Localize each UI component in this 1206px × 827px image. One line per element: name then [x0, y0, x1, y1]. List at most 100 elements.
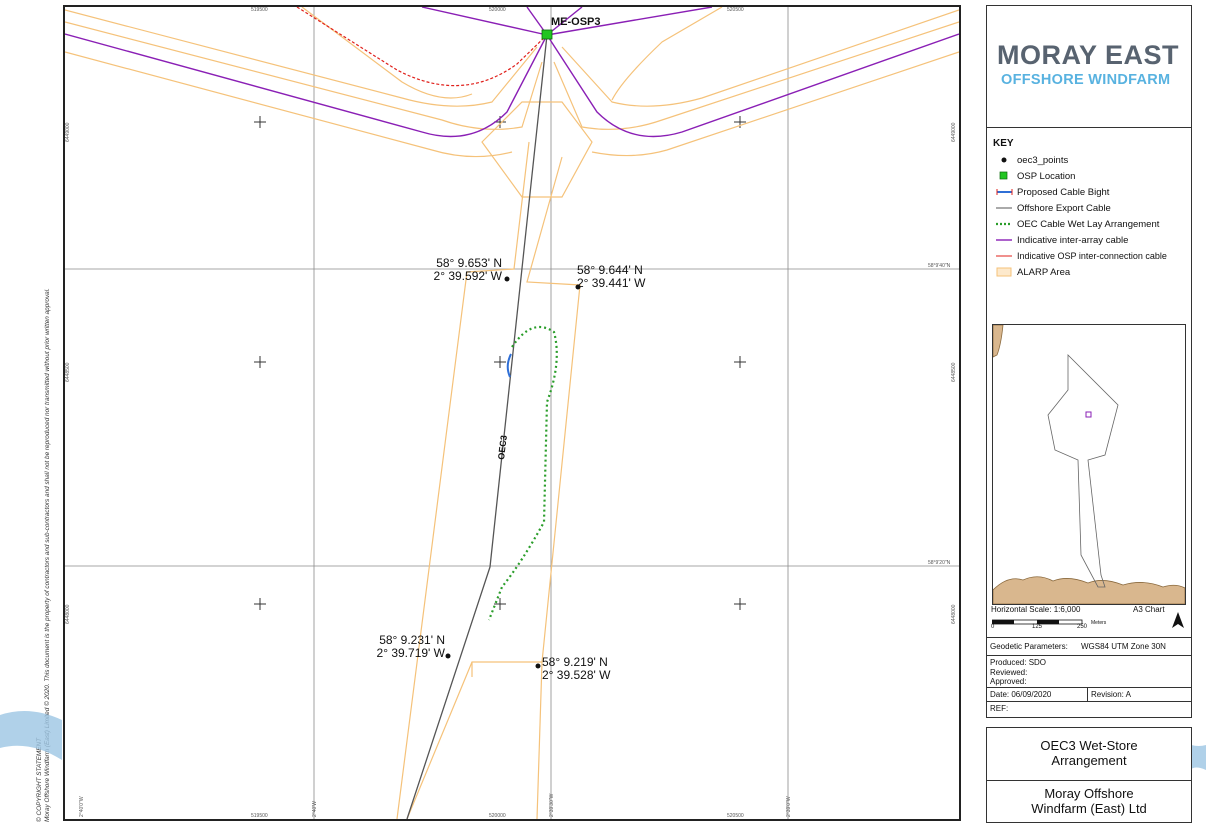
point-symbol-icon [995, 155, 1013, 165]
coord-3-lat: 58° 9.231' N [379, 633, 445, 647]
production-row: Produced: SDO Reviewed: Approved: [987, 655, 1191, 687]
lon-label-3: 2°39'30"W [549, 793, 555, 817]
coord-label-1: 58° 9.653' N 2° 39.592' W [422, 257, 502, 283]
key-item-wet-lay: OEC Cable Wet Lay Arrangement [995, 218, 1159, 231]
key-item-cable-bight: Proposed Cable Bight [995, 186, 1109, 199]
oec3-points [445, 276, 581, 669]
easting-label-top-1: 519500 [251, 7, 268, 13]
easting-label-top-3: 520500 [727, 7, 744, 13]
drawing-title-line2: Arrangement [1051, 753, 1127, 768]
scale-tick-0: 0 [991, 624, 995, 630]
map-canvas[interactable] [65, 7, 959, 819]
key-item-osp-location: OSP Location [995, 170, 1075, 183]
logo-panel: MORAY EAST OFFSHORE WINDFARM [986, 5, 1192, 129]
date-value: Date: 06/09/2020 [990, 690, 1052, 699]
key-item-export-cable: Offshore Export Cable [995, 202, 1111, 215]
green-dotted-line-icon [995, 219, 1013, 229]
ref-value: REF: [990, 704, 1009, 713]
northing-left-2: 6448500 [65, 362, 71, 382]
date-row: Date: 06/09/2020 Revision: A [987, 687, 1191, 702]
bight-symbol-icon [995, 187, 1013, 197]
approved-by: Approved: [990, 677, 1027, 686]
coord-3-lon: 2° 39.719' W [376, 646, 445, 660]
grid-crosses [254, 116, 746, 610]
geodetic-value: WGS84 UTM Zone 30N [1081, 642, 1166, 651]
key-item-alarp: ALARP Area [995, 266, 1070, 279]
lat-label-1: 58°9'40"N [928, 263, 951, 269]
copyright-title: © COPYRIGHT STATEMENT [36, 737, 43, 822]
scale-bar [992, 619, 1083, 625]
lon-label-1: 2°40'0"W [79, 796, 85, 817]
coord-1-lat: 58° 9.653' N [436, 256, 502, 270]
copyright-statement: © COPYRIGHT STATEMENT Moray Offshore Win… [36, 288, 52, 822]
scale-tick-250: 250 [1077, 624, 1088, 630]
orange-box-icon [995, 267, 1013, 277]
scale-tick-125: 125 [1032, 624, 1043, 630]
map-frame: 519500 520000 520500 519500 520000 52050… [63, 5, 961, 821]
company-name: Moray Offshore Windfarm (East) Ltd [987, 786, 1191, 816]
title-block: OEC3 Wet-Store Arrangement Moray Offshor… [986, 727, 1192, 823]
coord-label-4: 58° 9.219' N 2° 39.528' W [542, 656, 610, 682]
oec-wet-lay-arrangement [487, 325, 558, 621]
key-label: Indicative OSP inter-connection cable [1017, 251, 1167, 261]
reviewed-by: Reviewed: [990, 667, 1028, 677]
proposed-cable-bight [506, 353, 512, 378]
lon-label-4: 2°39'0"W [786, 796, 792, 817]
coord-2-lat: 58° 9.644' N [577, 263, 643, 277]
key-panel: KEY oec3_points OSP Location Proposed Ca… [986, 127, 1192, 718]
key-label: Offshore Export Cable [1017, 203, 1111, 214]
key-title: KEY [993, 138, 1014, 149]
key-label: Proposed Cable Bight [1017, 187, 1110, 198]
title-divider [987, 780, 1191, 781]
osp-label: ME-OSP3 [551, 16, 601, 28]
coord-label-2: 58° 9.644' N 2° 39.441' W [577, 264, 645, 290]
red-line-icon [995, 251, 1013, 261]
revision-value: Revision: A [1087, 688, 1131, 702]
northing-left-3: 6448000 [65, 604, 71, 624]
easting-label-top-2: 520000 [489, 7, 506, 13]
northing-right-2: 6448500 [951, 362, 957, 382]
coord-1-lon: 2° 39.592' W [433, 269, 502, 283]
key-item-osp-interconnection: Indicative OSP inter-connection cable [995, 250, 1167, 263]
key-item-inter-array: Indicative inter-array cable [995, 234, 1128, 247]
coord-4-lon: 2° 39.528' W [542, 668, 611, 682]
graticule [65, 7, 959, 819]
osp-location-marker [541, 29, 553, 40]
square-symbol-icon [995, 171, 1013, 181]
easting-label-bottom-2: 520000 [489, 813, 506, 819]
drawing-title: OEC3 Wet-Store Arrangement [987, 738, 1191, 768]
key-label: Indicative inter-array cable [1017, 235, 1129, 246]
coord-2-lon: 2° 39.441' W [577, 276, 646, 290]
logo-title: MORAY EAST [997, 40, 1180, 70]
chart-size-label: A3 Chart [1133, 605, 1165, 614]
scale-label: Horizontal Scale: 1:6,000 [991, 605, 1081, 614]
northing-right-1: 6449000 [951, 122, 957, 142]
northing-right-3: 6448000 [951, 604, 957, 624]
north-arrow-icon [1172, 612, 1184, 628]
purple-line-icon [995, 235, 1013, 245]
lat-label-2: 58°9'20"N [928, 560, 951, 566]
company-line2: Windfarm (East) Ltd [1031, 801, 1147, 816]
northing-left-1: 6449000 [65, 122, 71, 142]
easting-label-bottom-3: 520500 [727, 813, 744, 819]
scale-unit: Meters [1091, 620, 1107, 626]
alarp-area [65, 7, 959, 819]
inter-array-cables [65, 7, 959, 138]
drawing-title-line1: OEC3 Wet-Store [1040, 738, 1138, 753]
produced-by: Produced: SDO [990, 658, 1047, 667]
key-label: OEC Cable Wet Lay Arrangement [1017, 219, 1160, 230]
coord-4-lat: 58° 9.219' N [542, 655, 608, 669]
key-label: OSP Location [1017, 171, 1076, 182]
offshore-export-cable [406, 34, 548, 819]
key-label: oec3_points [1017, 155, 1069, 166]
geodetic-label: Geodetic Parameters: [990, 642, 1068, 651]
company-line1: Moray Offshore [1044, 786, 1134, 801]
copyright-text: Moray Offshore Windfarm (East) Limited ©… [44, 288, 51, 822]
key-item-oec3-points: oec3_points [995, 154, 1068, 167]
lon-label-2: 2°40'W [312, 800, 318, 817]
geodetic-row: Geodetic Parameters: WGS84 UTM Zone 30N [987, 637, 1191, 655]
inset-map[interactable] [992, 324, 1186, 605]
coord-label-3: 58° 9.231' N 2° 39.719' W [365, 634, 445, 660]
logo-subtitle: OFFSHORE WINDFARM [1001, 72, 1171, 88]
ref-row: REF: [987, 701, 1191, 715]
